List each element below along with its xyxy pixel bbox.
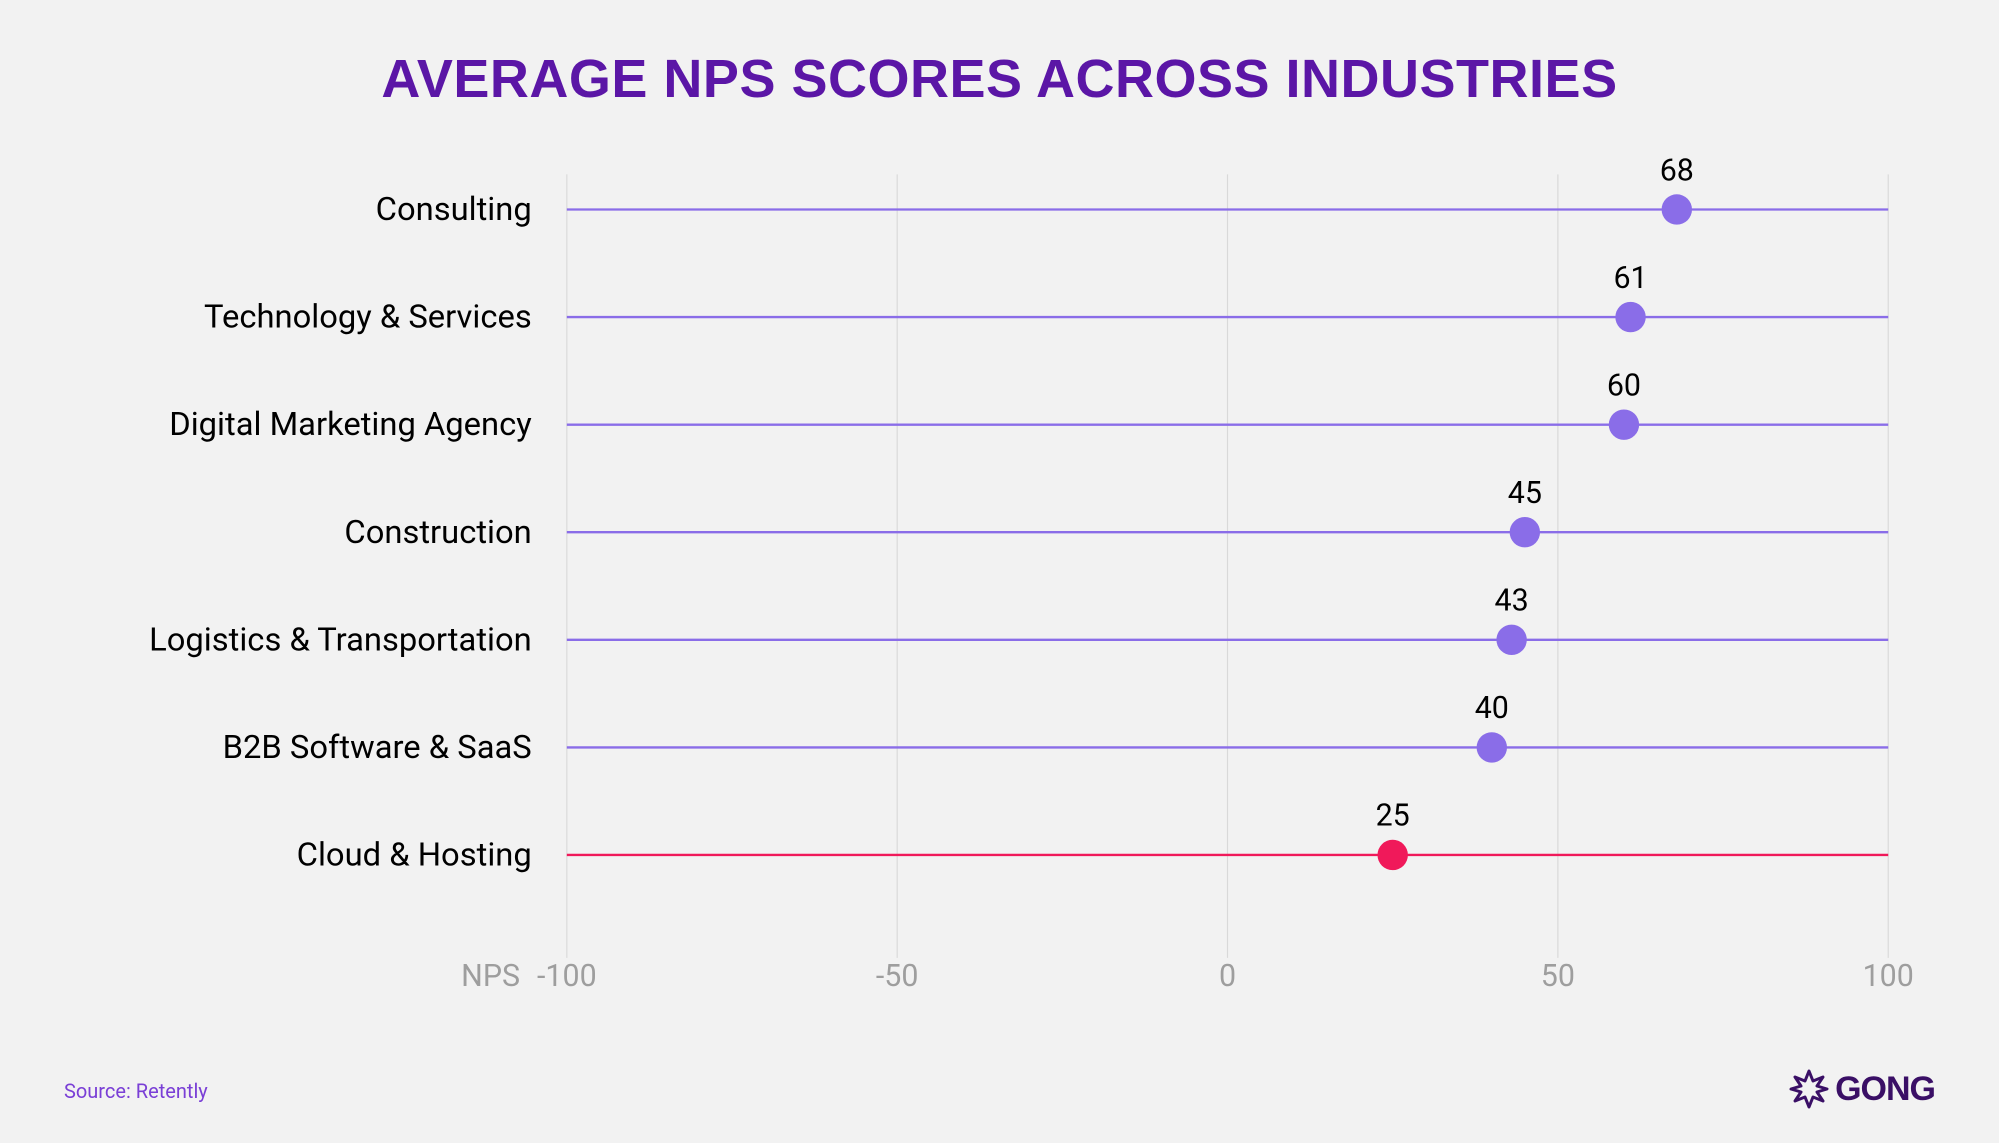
value-label: 25 (1376, 799, 1410, 834)
value-label: 60 (1607, 368, 1641, 403)
data-point (1662, 194, 1692, 224)
chart-card: AVERAGE NPS SCORES ACROSS INDUSTRIES -10… (0, 0, 1999, 1143)
chart-wrap: -100 -50 0 50 100 NPS Consulting 68 Technology &… (64, 144, 1935, 1033)
gong-burst-icon (1789, 1069, 1829, 1109)
category-label: B2B Software & SaaS (223, 728, 532, 766)
x-tick-label: 100 (1863, 959, 1914, 994)
x-axis-label: NPS (461, 959, 520, 994)
data-point (1615, 302, 1645, 332)
value-label: 45 (1508, 476, 1542, 511)
data-point (1510, 517, 1540, 547)
category-label: Logistics & Transportation (149, 620, 532, 658)
x-tick-label: 50 (1541, 959, 1575, 994)
source-attribution: Source: Retently (64, 1079, 208, 1103)
chart-title: AVERAGE NPS SCORES ACROSS INDUSTRIES (64, 48, 1935, 110)
data-point (1496, 625, 1526, 655)
data-point (1377, 840, 1407, 870)
value-label: 43 (1495, 584, 1529, 619)
category-label: Technology & Services (204, 298, 532, 336)
category-label: Construction (344, 513, 531, 551)
category-label: Cloud & Hosting (297, 835, 532, 873)
category-label: Digital Marketing Agency (169, 405, 532, 443)
x-tick-label: 0 (1219, 959, 1236, 994)
x-tick-label: -100 (537, 959, 597, 994)
category-label: Consulting (376, 190, 532, 228)
data-point (1477, 732, 1507, 762)
value-label: 40 (1475, 691, 1509, 726)
gong-logo-text: GONG (1835, 1070, 1935, 1109)
data-point (1609, 409, 1639, 439)
nps-dot-chart: -100 -50 0 50 100 NPS Consulting 68 Technology &… (64, 144, 1935, 1033)
value-label: 61 (1613, 261, 1647, 296)
x-tick-label: -50 (876, 959, 919, 994)
gong-logo: GONG (1789, 1069, 1935, 1109)
value-label: 68 (1660, 153, 1694, 188)
